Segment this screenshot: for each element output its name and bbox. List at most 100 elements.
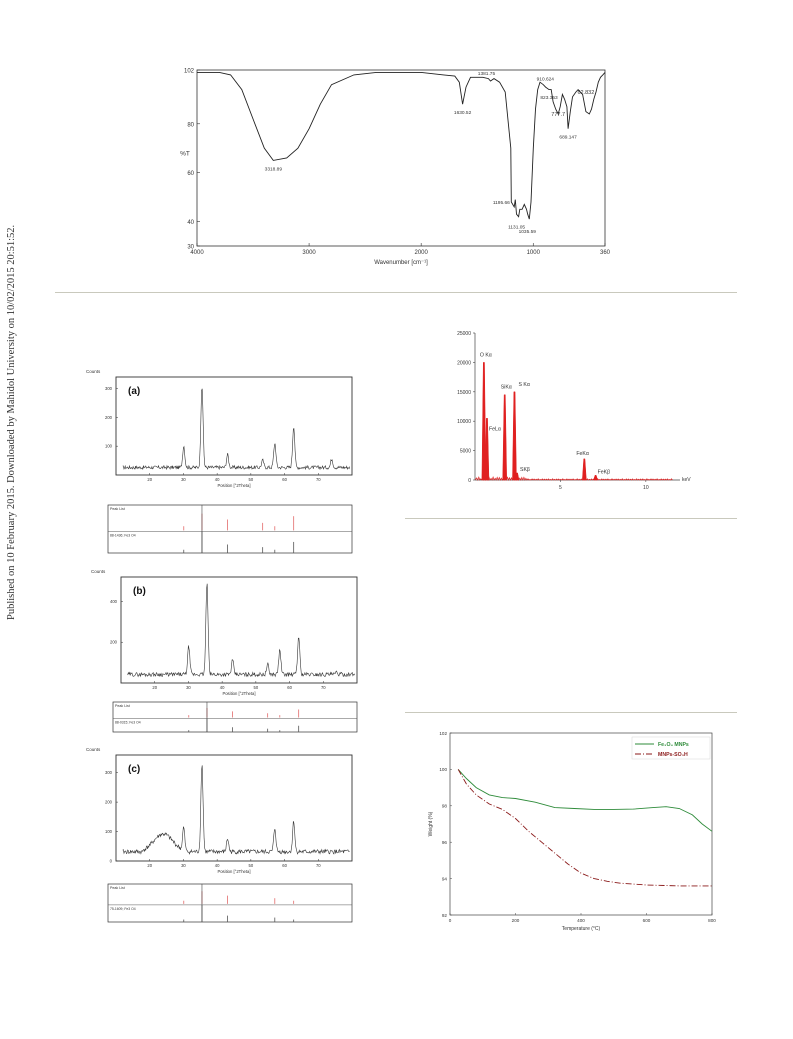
section-divider-right-1: [405, 518, 737, 519]
x-axis-label: Position [°2Theta]: [217, 869, 250, 874]
x-axis-label: Position [°2Theta]: [222, 691, 255, 696]
peak-annotation: 823.353: [540, 95, 558, 101]
x-tick-label: 1000: [527, 250, 541, 256]
peak-list-title: Peak List: [110, 507, 125, 511]
y-axis-label: Counts: [86, 369, 101, 374]
y-tick-label: 96: [442, 840, 448, 845]
x-tick-label: 70: [316, 477, 321, 482]
edx-peak: [582, 458, 587, 481]
y-tick-label: 100: [439, 767, 447, 772]
y-tick-label: 60: [187, 171, 194, 177]
peak-list-box: [107, 883, 353, 923]
x-tick-label: 800: [708, 918, 716, 923]
y-tick-label: 80: [187, 122, 194, 128]
legend-label: Fe₃O₄ MNPs: [658, 742, 689, 748]
peak-list-title: Peak List: [115, 704, 130, 708]
x-tick-label: 40: [215, 863, 220, 868]
x-tick-label: 40: [215, 477, 220, 482]
panel-label: (a): [128, 386, 140, 397]
x-axis-unit: keV: [682, 477, 691, 483]
diffraction-pattern-line: [122, 765, 350, 855]
peak-annotation: 1035.59: [519, 229, 537, 235]
edx-peak: [512, 391, 517, 481]
x-tick-label: 60: [287, 685, 292, 690]
edx-peak-label: S Kα: [518, 382, 529, 388]
section-divider-right-2: [405, 712, 737, 713]
edx-peak: [593, 475, 598, 481]
x-tick-label: 50: [249, 863, 254, 868]
legend-label: MNPs-SO₃H: [658, 752, 688, 758]
y-tick-label: 0: [110, 859, 113, 864]
x-tick-label: 200: [512, 918, 520, 923]
x-tick-label: 30: [186, 685, 191, 690]
edx-peak-label: FeLα: [489, 426, 501, 432]
x-tick-label: 3000: [302, 250, 316, 256]
y-tick-label: 200: [110, 640, 118, 645]
transmittance-series-line: [197, 71, 606, 220]
edx-peak: [502, 394, 507, 481]
peak-annotation: 1195.66: [493, 200, 510, 206]
y-axis-label: Weight (%): [428, 811, 434, 836]
peak-annotation: 3318.89: [265, 166, 283, 172]
y-tick-label: 94: [442, 876, 448, 881]
x-tick-label: 4000: [190, 250, 204, 256]
x-tick-label: 70: [316, 863, 321, 868]
background-counts: [474, 476, 673, 481]
y-tick-label: 102: [184, 69, 195, 75]
tga-series-line: [457, 769, 713, 832]
x-tick-label: 0: [449, 918, 452, 923]
tga-series-line: [457, 769, 712, 887]
peak-annotation: 1630.52: [454, 110, 472, 116]
reference-card-label: 75-1609; Fe3 O4: [110, 907, 136, 911]
diffraction-pattern-line: [122, 388, 350, 471]
x-tick-label: 50: [249, 477, 254, 482]
x-tick-label: 5: [559, 485, 562, 491]
edx-peak-label: FeKα: [576, 451, 589, 457]
y-tick-label: 10000: [457, 419, 471, 425]
x-tick-label: 60: [282, 477, 287, 482]
x-axis-label: Wavenumber [cm⁻¹]: [374, 260, 428, 266]
diffraction-pattern-line: [127, 583, 355, 678]
x-tick-label: 10: [643, 485, 649, 491]
plot-frame: [120, 576, 358, 684]
y-tick-label: 92: [442, 913, 448, 918]
peak-list-box: [112, 701, 358, 733]
x-tick-label: 20: [147, 477, 152, 482]
y-tick-label: 100: [105, 829, 113, 834]
panel-label: (c): [128, 764, 140, 775]
peak-annotation: 910.624: [537, 77, 555, 83]
peak-list-box: [107, 504, 353, 554]
y-tick-label: 5000: [460, 449, 471, 455]
x-tick-label: 2000: [414, 250, 428, 256]
edx-peak-label: O Kα: [480, 352, 492, 358]
edx-peak-label: SiKα: [501, 385, 512, 391]
peak-annotation: 777.7: [551, 112, 565, 118]
x-tick-label: 40: [220, 685, 225, 690]
xrd-pattern-a-figure: Counts (a) 300 200 100 20 30 40 50 60 70 Position […: [86, 369, 353, 554]
edx-peak-label: FeKβ: [598, 469, 611, 475]
x-axis-label: Temperature (°C): [562, 926, 601, 932]
y-tick-label: 300: [105, 386, 113, 391]
peak-annotation: 689.147: [559, 135, 577, 141]
y-tick-label: 15000: [457, 390, 471, 396]
y-axis-label: Counts: [91, 569, 106, 574]
xrd-pattern-b-figure: Counts (b) 400 200 20 30 40 50 60 70 Position [°2T…: [91, 569, 358, 733]
x-tick-label: 400: [577, 918, 585, 923]
y-tick-label: 400: [110, 599, 118, 604]
plot-frame: [115, 376, 353, 476]
download-notice-text: Published on 10 February 2015. Downloade…: [6, 224, 17, 620]
xrd-pattern-c-figure: Counts (c) 300 200 100 0 20 30 40 50 60 70 Position …: [86, 747, 353, 923]
peak-annotation: 1381.75: [478, 71, 496, 77]
reference-card-label: 88-0315; Fe3 O4: [115, 721, 141, 725]
x-tick-label: 30: [181, 477, 186, 482]
plot-frame: [196, 69, 606, 247]
peak-annotation: 1131.05: [508, 225, 525, 231]
edx-peak: [484, 418, 490, 481]
y-tick-label: 30: [187, 245, 194, 251]
y-tick-label: 300: [105, 770, 113, 775]
section-divider-top: [55, 292, 737, 293]
reference-card-label: 88-1436; Fe3 O4: [110, 533, 136, 537]
y-tick-label: 102: [439, 731, 447, 736]
edx-spectrum-figure: 25000 20000 15000 10000 5000 0 5 10 keV O Kα FeLα S…: [457, 331, 691, 491]
